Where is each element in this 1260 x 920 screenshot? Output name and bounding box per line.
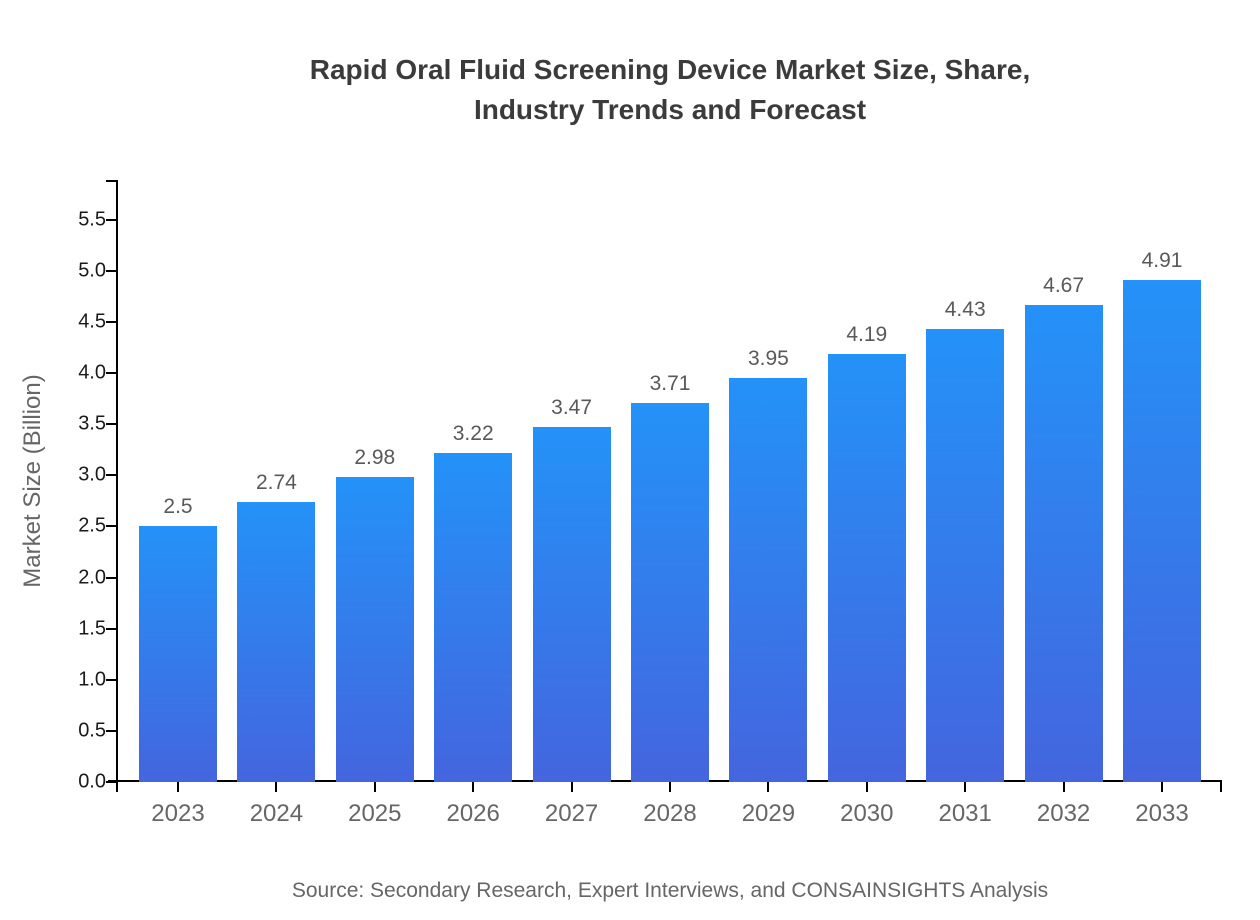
plot-area: 0.0 0.5 1.0 1.5 2.0 2.5 3.0 3.5 4.0 4.5 5.0 5.5 2.5 2… <box>78 180 1222 827</box>
bar-2032 <box>1024 304 1103 782</box>
y-tick-label: 1.5 <box>78 617 106 640</box>
bar-2031 <box>926 329 1005 782</box>
x-tick-mark <box>177 782 179 792</box>
x-axis-end-tick <box>1220 782 1222 792</box>
x-tick-mark <box>767 782 770 792</box>
y-axis-line <box>116 180 118 792</box>
x-tick-mark <box>865 782 868 792</box>
bar-2028 <box>631 402 709 782</box>
x-tick-label: 2030 <box>840 800 894 827</box>
x-tick-label: 2025 <box>348 800 402 827</box>
y-tick-label: 2.5 <box>78 514 106 537</box>
bar-value-label: 2.98 <box>354 446 396 470</box>
bar-2024 <box>237 501 316 782</box>
y-tick-mark <box>106 627 116 630</box>
bar-value-label: 4.19 <box>846 322 888 346</box>
bar-2030 <box>827 353 906 782</box>
y-tick-label: 2.0 <box>78 566 106 589</box>
bar-value-label: 4.43 <box>944 298 986 322</box>
bar-2025 <box>335 477 414 782</box>
y-tick-mark <box>106 372 116 375</box>
y-axis-end-tick <box>106 180 116 182</box>
x-tick-label: 2024 <box>249 800 304 827</box>
y-tick-mark <box>106 525 116 528</box>
chart-title: Rapid Oral Fluid Screening Device Market… <box>90 50 1250 130</box>
y-tick-mark <box>106 218 116 221</box>
y-tick-label: 4.5 <box>78 310 106 333</box>
y-tick-label: 4.0 <box>78 361 106 384</box>
bar-2023 <box>139 526 217 782</box>
x-tick-mark <box>1062 782 1065 792</box>
x-tick-label: 2032 <box>1036 800 1091 827</box>
y-tick-label: 3.0 <box>78 463 106 486</box>
bar-2027 <box>532 427 611 782</box>
x-tick-mark <box>964 782 967 792</box>
y-tick-mark <box>106 576 116 579</box>
bar-value-label: 4.91 <box>1141 249 1183 273</box>
x-tick-mark <box>275 782 278 792</box>
x-tick-mark <box>472 782 475 792</box>
bar-value-label: 3.47 <box>551 396 593 420</box>
bar-2029 <box>729 378 808 782</box>
bar-2026 <box>434 452 513 782</box>
y-tick-mark <box>106 423 116 426</box>
x-tick-label: 2029 <box>741 800 796 827</box>
y-tick-label: 3.5 <box>78 412 106 435</box>
y-tick-mark <box>106 474 116 477</box>
bar-2033 <box>1123 280 1201 782</box>
y-tick-label: 1.0 <box>78 668 106 691</box>
y-tick-label: 0.0 <box>78 770 106 793</box>
x-tick-mark <box>373 782 376 792</box>
x-tick-label: 2031 <box>938 800 992 827</box>
x-tick-mark <box>669 782 671 792</box>
x-tick-mark <box>1161 782 1163 792</box>
x-tick-mark <box>570 782 573 792</box>
y-tick-label: 0.5 <box>78 719 106 742</box>
bar-value-label: 2.5 <box>163 495 193 519</box>
y-tick-mark <box>106 729 116 732</box>
x-tick-label: 2028 <box>643 800 697 827</box>
x-tick-label: 2023 <box>151 800 205 827</box>
y-tick-mark <box>106 781 116 783</box>
y-tick-mark <box>106 678 116 681</box>
bar-value-label: 2.74 <box>255 470 297 494</box>
chart-title-line-2: Industry Trends and Forecast <box>473 94 867 125</box>
x-tick-label: 2033 <box>1135 800 1189 827</box>
y-tick-mark <box>106 269 116 272</box>
y-axis-label: Market Size (Billion) <box>19 374 46 588</box>
bar-value-label: 3.71 <box>649 371 691 395</box>
chart-title-line-1: Rapid Oral Fluid Screening Device Market… <box>309 54 1031 85</box>
y-tick-mark <box>106 321 116 324</box>
bar-value-label: 3.95 <box>747 347 789 371</box>
bar-value-label: 3.22 <box>452 421 494 445</box>
y-tick-label: 5.5 <box>78 208 106 231</box>
x-tick-label: 2027 <box>544 800 599 827</box>
x-tick-label: 2026 <box>446 800 500 827</box>
source-note: Source: Secondary Research, Expert Inter… <box>291 879 1049 902</box>
bar-value-label: 4.67 <box>1043 273 1085 297</box>
y-tick-label: 5.0 <box>78 259 106 282</box>
